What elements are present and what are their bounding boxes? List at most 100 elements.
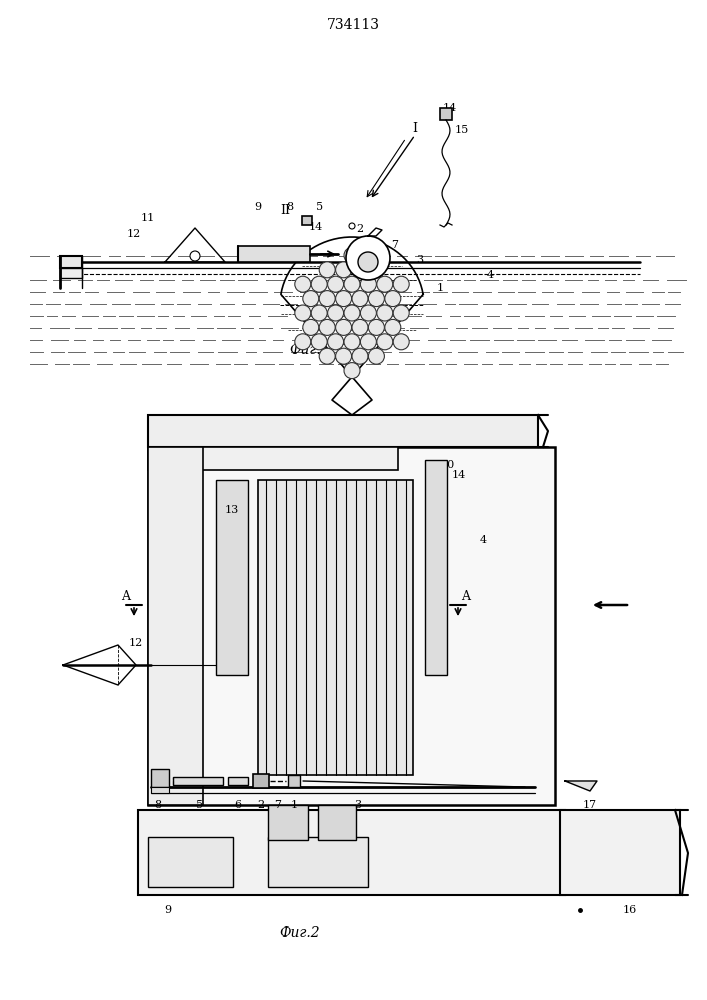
Text: 8: 8	[154, 800, 162, 810]
Text: 14: 14	[452, 470, 466, 480]
Bar	[318, 805, 356, 840]
Text: 1: 1	[291, 800, 298, 810]
Bar	[60, 268, 82, 278]
Bar	[425, 460, 447, 675]
Circle shape	[361, 305, 376, 321]
Circle shape	[327, 334, 344, 350]
Circle shape	[385, 319, 401, 335]
Text: 3: 3	[416, 255, 423, 265]
Polygon shape	[565, 781, 597, 791]
Circle shape	[361, 334, 376, 350]
Circle shape	[349, 223, 355, 229]
Bar	[148, 837, 233, 887]
Circle shape	[344, 247, 360, 263]
Text: 15: 15	[455, 125, 469, 135]
Text: 4: 4	[486, 270, 493, 280]
Bar	[228, 777, 248, 785]
Bar	[288, 775, 300, 787]
Circle shape	[358, 252, 378, 272]
Circle shape	[361, 276, 376, 292]
Text: 14: 14	[443, 103, 457, 113]
Bar	[151, 787, 169, 793]
Bar	[302, 216, 312, 225]
Text: I: I	[412, 121, 418, 134]
Text: A: A	[462, 590, 470, 603]
Circle shape	[336, 348, 351, 364]
Bar	[148, 447, 398, 470]
Circle shape	[344, 276, 360, 292]
Bar	[148, 447, 203, 805]
Circle shape	[336, 319, 351, 335]
Circle shape	[368, 262, 385, 278]
Text: 4: 4	[479, 535, 486, 545]
Circle shape	[368, 319, 385, 335]
Text: 16: 16	[623, 905, 637, 915]
Circle shape	[352, 319, 368, 335]
Circle shape	[295, 276, 311, 292]
Bar	[216, 480, 248, 675]
Text: 12: 12	[127, 229, 141, 239]
Text: 1: 1	[436, 283, 443, 293]
Bar	[151, 769, 169, 787]
Circle shape	[303, 291, 319, 307]
Circle shape	[190, 251, 200, 261]
Bar	[148, 447, 555, 805]
Circle shape	[336, 291, 351, 307]
Text: 5: 5	[197, 800, 204, 810]
Text: 2: 2	[257, 800, 264, 810]
Circle shape	[352, 291, 368, 307]
Bar	[60, 256, 82, 268]
Text: 17: 17	[583, 800, 597, 810]
Circle shape	[344, 363, 360, 379]
Bar	[253, 774, 269, 788]
Bar	[560, 810, 680, 895]
Text: 6: 6	[235, 800, 242, 810]
Circle shape	[385, 291, 401, 307]
Text: II: II	[280, 204, 290, 217]
Text: Фиг.2: Фиг.2	[280, 926, 320, 940]
Bar	[173, 777, 223, 785]
Text: A: A	[122, 590, 131, 603]
Bar	[138, 810, 565, 895]
Text: 5: 5	[317, 202, 324, 212]
Text: 7: 7	[274, 800, 281, 810]
Text: 11: 11	[141, 213, 155, 223]
Circle shape	[319, 262, 335, 278]
Text: 13: 13	[225, 505, 239, 515]
Text: 9: 9	[255, 202, 262, 212]
Circle shape	[319, 319, 335, 335]
Circle shape	[344, 305, 360, 321]
Circle shape	[377, 334, 393, 350]
Text: 12: 12	[129, 638, 143, 648]
Circle shape	[295, 305, 311, 321]
Bar	[268, 837, 368, 887]
Circle shape	[327, 276, 344, 292]
Circle shape	[352, 262, 368, 278]
Bar	[268, 805, 308, 840]
Text: 7: 7	[392, 240, 399, 250]
Circle shape	[319, 348, 335, 364]
Text: 14: 14	[309, 222, 323, 232]
Circle shape	[311, 305, 327, 321]
Circle shape	[311, 334, 327, 350]
Circle shape	[336, 262, 351, 278]
Circle shape	[368, 291, 385, 307]
Text: 8: 8	[286, 202, 293, 212]
Circle shape	[393, 334, 409, 350]
Text: Фиг.1: Фиг.1	[290, 343, 330, 357]
Circle shape	[352, 348, 368, 364]
Text: 734113: 734113	[327, 18, 380, 32]
Circle shape	[303, 319, 319, 335]
Bar	[258, 480, 413, 775]
Circle shape	[346, 236, 390, 280]
Bar	[148, 415, 538, 447]
Text: 3: 3	[354, 800, 361, 810]
Circle shape	[393, 305, 409, 321]
Text: 2: 2	[356, 224, 363, 234]
Circle shape	[319, 291, 335, 307]
Circle shape	[295, 334, 311, 350]
Text: 9: 9	[165, 905, 172, 915]
Circle shape	[344, 334, 360, 350]
Circle shape	[327, 305, 344, 321]
Circle shape	[377, 276, 393, 292]
